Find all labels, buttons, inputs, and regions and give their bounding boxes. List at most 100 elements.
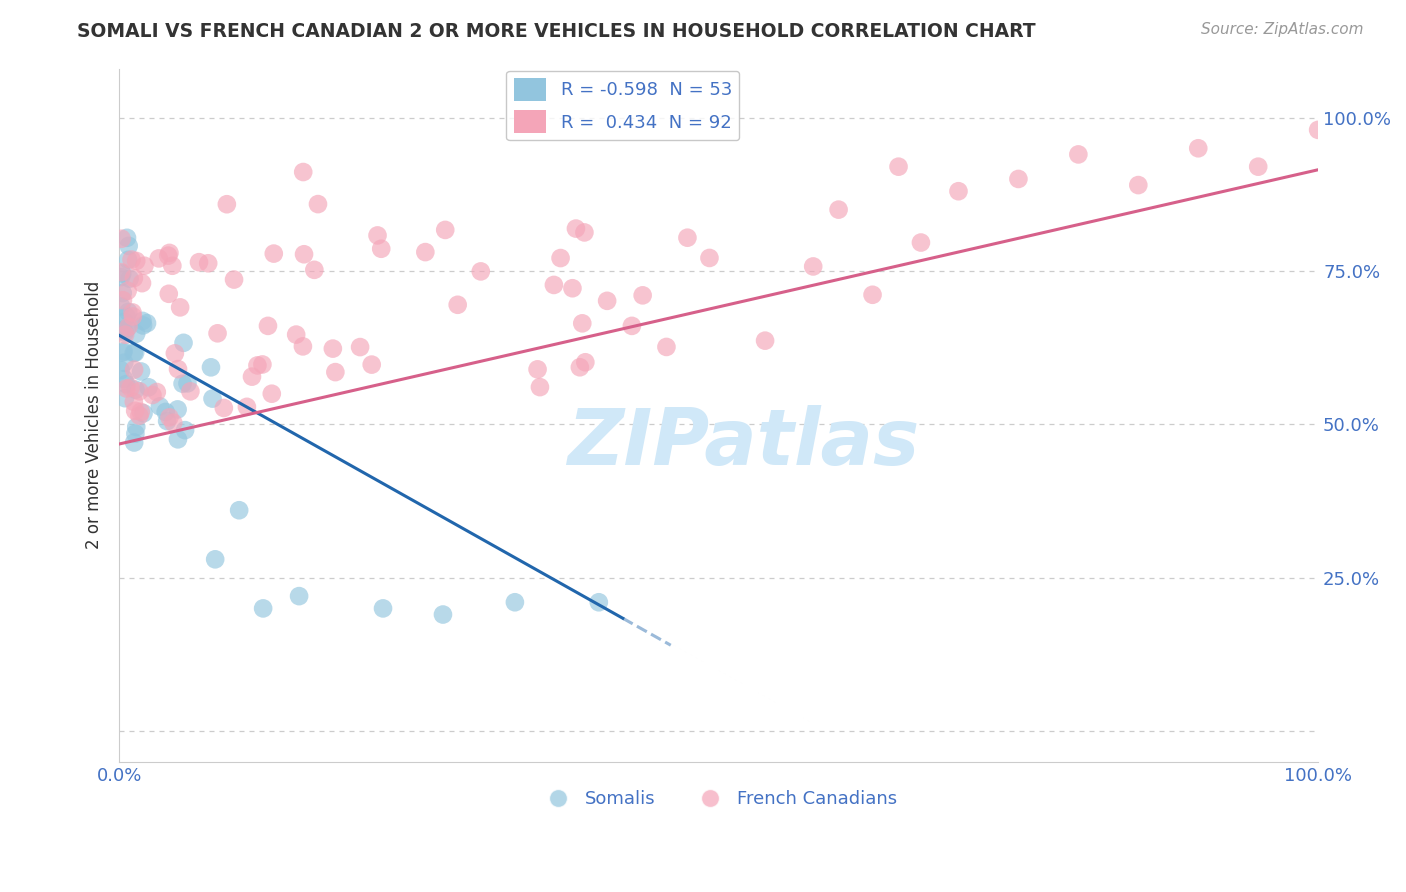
Point bbox=[129, 405, 152, 419]
Point bbox=[110, 363, 132, 377]
Point bbox=[122, 435, 145, 450]
Point bbox=[176, 376, 198, 391]
Point bbox=[862, 287, 884, 301]
Point bbox=[222, 272, 245, 286]
Point bbox=[169, 301, 191, 315]
Point bbox=[124, 403, 146, 417]
Point bbox=[122, 271, 145, 285]
Point bbox=[174, 423, 197, 437]
Point bbox=[292, 165, 315, 179]
Point bbox=[131, 314, 153, 328]
Point bbox=[125, 254, 148, 268]
Legend: Somalis, French Canadians: Somalis, French Canadians bbox=[533, 782, 904, 815]
Point bbox=[115, 382, 138, 396]
Point bbox=[200, 360, 222, 375]
Point bbox=[676, 230, 699, 244]
Point bbox=[111, 267, 134, 281]
Point bbox=[141, 388, 163, 402]
Text: SOMALI VS FRENCH CANADIAN 2 OR MORE VEHICLES IN HOUSEHOLD CORRELATION CHART: SOMALI VS FRENCH CANADIAN 2 OR MORE VEHI… bbox=[77, 22, 1036, 41]
Point bbox=[167, 362, 190, 376]
Point bbox=[246, 359, 269, 373]
Point bbox=[149, 400, 172, 414]
Point bbox=[156, 414, 179, 428]
Point bbox=[240, 369, 263, 384]
Point bbox=[173, 335, 195, 350]
Point bbox=[252, 358, 274, 372]
Point bbox=[526, 362, 548, 376]
Point bbox=[112, 356, 135, 370]
Point bbox=[117, 319, 139, 334]
Point bbox=[114, 315, 136, 329]
Point bbox=[571, 316, 593, 330]
Point bbox=[124, 383, 146, 397]
Point bbox=[543, 277, 565, 292]
Point bbox=[1067, 147, 1090, 161]
Point bbox=[370, 242, 392, 256]
Point bbox=[132, 406, 155, 420]
Point bbox=[131, 276, 153, 290]
Point bbox=[434, 223, 457, 237]
Point bbox=[699, 251, 721, 265]
Point bbox=[112, 372, 135, 386]
Point bbox=[212, 401, 235, 415]
Point bbox=[304, 262, 326, 277]
Point bbox=[1007, 172, 1029, 186]
Point bbox=[910, 235, 932, 250]
Point bbox=[157, 249, 180, 263]
Point bbox=[114, 391, 136, 405]
Point bbox=[114, 327, 136, 342]
Point bbox=[550, 251, 572, 265]
Point bbox=[115, 231, 138, 245]
Point bbox=[120, 381, 142, 395]
Point bbox=[257, 318, 280, 333]
Point bbox=[503, 595, 526, 609]
Point bbox=[128, 384, 150, 399]
Point bbox=[307, 197, 329, 211]
Point bbox=[166, 402, 188, 417]
Point bbox=[655, 340, 678, 354]
Point bbox=[197, 256, 219, 270]
Point bbox=[138, 380, 160, 394]
Point bbox=[111, 285, 134, 300]
Point bbox=[349, 340, 371, 354]
Point bbox=[529, 380, 551, 394]
Point bbox=[121, 252, 143, 267]
Point bbox=[121, 305, 143, 319]
Point bbox=[288, 589, 311, 603]
Point bbox=[128, 409, 150, 423]
Y-axis label: 2 or more Vehicles in Household: 2 or more Vehicles in Household bbox=[86, 281, 103, 549]
Point bbox=[110, 265, 132, 279]
Point bbox=[631, 288, 654, 302]
Point bbox=[146, 384, 169, 399]
Point bbox=[163, 346, 186, 360]
Point bbox=[620, 318, 643, 333]
Point bbox=[236, 400, 259, 414]
Point bbox=[111, 232, 134, 246]
Point bbox=[125, 420, 148, 434]
Point bbox=[111, 293, 134, 308]
Point bbox=[252, 601, 274, 615]
Point bbox=[134, 259, 156, 273]
Point bbox=[179, 384, 201, 399]
Point bbox=[470, 264, 492, 278]
Point bbox=[115, 377, 138, 392]
Point bbox=[285, 327, 308, 342]
Point bbox=[415, 245, 437, 260]
Point bbox=[122, 362, 145, 376]
Point bbox=[122, 310, 145, 324]
Point bbox=[167, 433, 190, 447]
Point bbox=[201, 392, 224, 406]
Point bbox=[110, 300, 132, 314]
Point bbox=[827, 202, 849, 217]
Point bbox=[322, 342, 344, 356]
Point bbox=[447, 298, 470, 312]
Point bbox=[162, 259, 184, 273]
Point bbox=[124, 426, 146, 441]
Point bbox=[118, 271, 141, 285]
Point bbox=[565, 221, 588, 235]
Point bbox=[129, 364, 152, 378]
Point bbox=[115, 321, 138, 335]
Point bbox=[114, 326, 136, 340]
Point bbox=[117, 305, 139, 319]
Point bbox=[325, 365, 347, 379]
